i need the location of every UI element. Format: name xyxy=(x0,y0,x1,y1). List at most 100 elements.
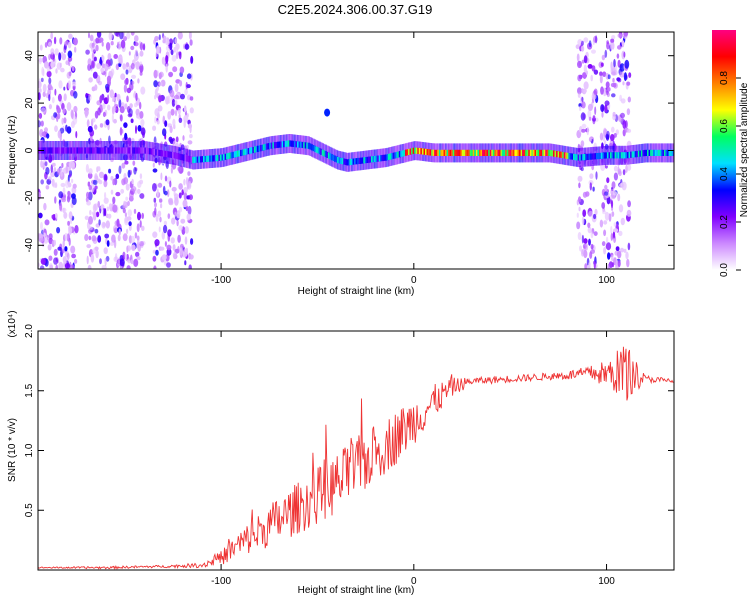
spectrogram-cell xyxy=(300,141,303,148)
spectrogram-cell xyxy=(295,141,298,148)
spectrogram-cell xyxy=(668,149,671,156)
spectrogram-cell xyxy=(406,149,409,156)
spectrogram-cell xyxy=(357,157,360,165)
spectrogram-cell xyxy=(103,179,108,188)
spectrogram-cell xyxy=(581,59,585,64)
spectrogram-cell xyxy=(67,50,73,59)
spectrogram-cell xyxy=(611,211,615,217)
spectrogram-cell xyxy=(314,145,317,152)
spectrogram-cell xyxy=(134,49,138,57)
spectrogram-cell xyxy=(536,149,539,156)
spectrogram-cell xyxy=(458,149,462,156)
spectrogram-cell xyxy=(602,71,607,77)
spectrogram-cell xyxy=(275,141,278,149)
spectrogram-cell xyxy=(107,94,110,102)
spectrogram-cell xyxy=(56,147,59,154)
spectrogram-cell xyxy=(68,33,73,39)
spectrogram-cell xyxy=(229,152,232,159)
spectrogram-cell xyxy=(58,80,63,89)
spectrogram-cell xyxy=(559,151,562,158)
spectrogram-cell xyxy=(488,149,491,156)
spectrogram-cell xyxy=(158,95,162,103)
y-tick-label: 1.0 xyxy=(24,443,35,457)
snr-x-label: Height of straight line (km) xyxy=(298,585,415,596)
spectrogram-cell xyxy=(40,179,44,185)
spectrogram-cell xyxy=(86,201,91,206)
spectrogram-cell xyxy=(68,226,72,235)
spectrogram-cell xyxy=(657,149,660,156)
spectrogram-cell xyxy=(626,128,632,133)
spectrogram-cell xyxy=(115,173,120,179)
spectrogram-cell xyxy=(656,149,659,156)
spectrogram-cell xyxy=(573,153,576,160)
spectrogram-cell xyxy=(465,149,468,156)
spectrogram-cell xyxy=(61,197,67,203)
spectrogram-cell xyxy=(86,244,91,249)
spectrogram-cell xyxy=(593,213,597,220)
spectrogram-cell xyxy=(196,156,199,163)
spectrogram-cell xyxy=(583,64,587,73)
spectrogram-cell xyxy=(96,63,101,69)
spectrogram-cell xyxy=(137,211,141,221)
spectrogram-cell xyxy=(170,151,173,158)
spectrogram-cell xyxy=(647,149,650,156)
spectrogram-cell xyxy=(269,142,272,149)
spectrogram-cell xyxy=(369,156,372,163)
spectrogram-cell xyxy=(72,81,77,87)
spectrogram-cell xyxy=(627,200,631,208)
spectrogram-cell xyxy=(70,147,73,154)
spectrogram-cell xyxy=(162,35,167,41)
spectrogram-cell xyxy=(169,42,173,51)
spectrogram-cell xyxy=(163,224,168,234)
spectrogram-cell xyxy=(92,147,95,154)
spectrogram-cell xyxy=(611,93,616,98)
spectrogram-cell xyxy=(203,156,206,163)
spectrogram-cell xyxy=(167,123,173,128)
spectrogram-cell xyxy=(183,187,188,193)
spectrogram-cell xyxy=(68,237,71,246)
spectrogram-cell xyxy=(45,167,50,175)
spectrogram-cell xyxy=(178,165,184,174)
spectrogram-cell xyxy=(44,127,48,133)
spectrogram-cell xyxy=(152,148,155,155)
spectrogram-cell xyxy=(556,151,559,158)
spectrogram-cell xyxy=(88,168,93,175)
spectrogram-cell xyxy=(174,211,177,217)
spectrogram-cell xyxy=(613,228,619,233)
spectrogram-cell xyxy=(620,182,623,187)
spectrogram-cell xyxy=(178,206,183,213)
spectrogram-cell xyxy=(256,145,260,152)
spectrogram-cell xyxy=(181,154,184,161)
spectrogram-cell xyxy=(161,231,165,240)
spectrogram-cell xyxy=(87,125,93,133)
x-tick-label: 100 xyxy=(598,576,615,587)
spectrogram-cell xyxy=(177,234,181,243)
spectrogram-cell xyxy=(612,191,617,196)
spectrogram-cell xyxy=(586,153,590,160)
spectrogram-cell xyxy=(99,123,104,128)
spectrogram-cell xyxy=(67,41,72,49)
spectrogram-cell xyxy=(124,212,127,217)
spectrogram-cell xyxy=(61,117,64,125)
spectrogram-cell xyxy=(264,143,267,150)
spectrogram-cell xyxy=(72,116,78,125)
spectrogram-cell xyxy=(455,149,458,156)
spectrogram-cell xyxy=(428,149,431,156)
spectrogram-cell xyxy=(105,86,110,93)
spectrogram-cell xyxy=(591,153,594,160)
spectrogram-cell xyxy=(84,147,87,154)
spectrogram-cell xyxy=(125,147,129,154)
spectrogram-cell xyxy=(54,196,57,204)
spectrogram-cell xyxy=(55,68,58,74)
spectrogram-cell xyxy=(179,153,182,161)
spectrogram-cell xyxy=(99,95,103,104)
spectrogram-cell xyxy=(56,227,61,234)
spectrogram-cell xyxy=(579,154,582,161)
spectrogram-cell xyxy=(620,247,624,253)
spectrogram-cell xyxy=(94,124,98,130)
spectrogram-cell xyxy=(520,149,523,156)
spectrogram-cell xyxy=(135,61,141,70)
spectrogram-cell xyxy=(172,244,176,251)
spectrogram-cell xyxy=(40,221,43,231)
spectrogram-cell xyxy=(59,147,62,154)
